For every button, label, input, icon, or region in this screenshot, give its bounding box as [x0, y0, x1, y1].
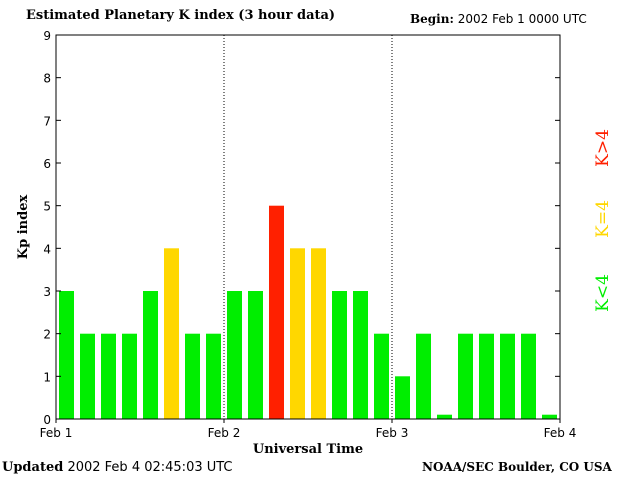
y-tick-label-0: 0 — [43, 413, 51, 427]
bar-4 — [143, 291, 158, 419]
legend-k-equal-4: K=4 — [593, 200, 613, 238]
updated-time: Updated 2002 Feb 4 02:45:03 UTC — [2, 460, 233, 475]
bar-10 — [269, 205, 284, 419]
source-label: NOAA/SEC Boulder, CO USA — [422, 460, 612, 474]
bar-15 — [374, 333, 389, 419]
y-tick-label-1: 1 — [43, 370, 51, 384]
bar-8 — [227, 291, 242, 419]
plot-frame — [55, 34, 561, 420]
legend: K>4 K=4 K<4 — [593, 129, 613, 312]
bar-1 — [80, 333, 95, 419]
updated-label: Updated — [2, 460, 64, 475]
bar-3 — [122, 333, 137, 419]
bar-17 — [416, 333, 431, 419]
bar-11 — [290, 248, 305, 419]
bar-0 — [59, 291, 74, 419]
x-tick-label-3: Feb 4 — [544, 426, 577, 440]
bar-18 — [437, 414, 452, 419]
y-tick-label-8: 8 — [43, 72, 51, 86]
bar-14 — [353, 291, 368, 419]
bar-12 — [311, 248, 326, 419]
x-tick-label-2: Feb 3 — [376, 426, 409, 440]
y-axis-label: Kp index — [16, 195, 31, 260]
x-tick-label-1: Feb 2 — [208, 426, 241, 440]
bar-2 — [101, 333, 116, 419]
bar-5 — [164, 248, 179, 419]
bar-20 — [479, 333, 494, 419]
y-tick-label-9: 9 — [43, 29, 51, 43]
bar-13 — [332, 291, 347, 419]
y-tick-label-4: 4 — [43, 242, 51, 256]
bar-16 — [395, 376, 410, 419]
y-tick-label-3: 3 — [43, 285, 51, 299]
begin-value: 2002 Feb 1 0000 UTC — [457, 12, 587, 26]
y-tick-label-5: 5 — [43, 200, 51, 214]
bar-6 — [185, 333, 200, 419]
chart-title: Estimated Planetary K index (3 hour data… — [26, 8, 336, 23]
legend-k-above-4: K>4 — [593, 129, 613, 167]
bar-7 — [206, 333, 221, 419]
updated-value: 2002 Feb 4 02:45:03 UTC — [67, 460, 233, 475]
ticks-layer: 0 1 2 3 4 5 6 7 8 9 Feb 1 Feb 2 Feb 3 Feb 4 — [40, 29, 577, 440]
legend-k-below-4: K<4 — [593, 274, 613, 312]
grid-layer — [223, 35, 393, 419]
bars-layer — [59, 205, 557, 419]
y-tick-label-6: 6 — [43, 157, 51, 171]
x-tick-label-0: Feb 1 — [40, 426, 73, 440]
bar-21 — [500, 333, 515, 419]
bar-19 — [458, 333, 473, 419]
begin-label: Begin: — [410, 12, 454, 26]
y-tick-label-7: 7 — [43, 114, 51, 128]
begin-time: Begin: 2002 Feb 1 0000 UTC — [410, 12, 587, 26]
bar-23 — [542, 414, 557, 419]
y-tick-label-2: 2 — [43, 328, 51, 342]
x-axis-label: Universal Time — [253, 442, 363, 457]
bar-22 — [521, 333, 536, 419]
bar-9 — [248, 291, 263, 419]
